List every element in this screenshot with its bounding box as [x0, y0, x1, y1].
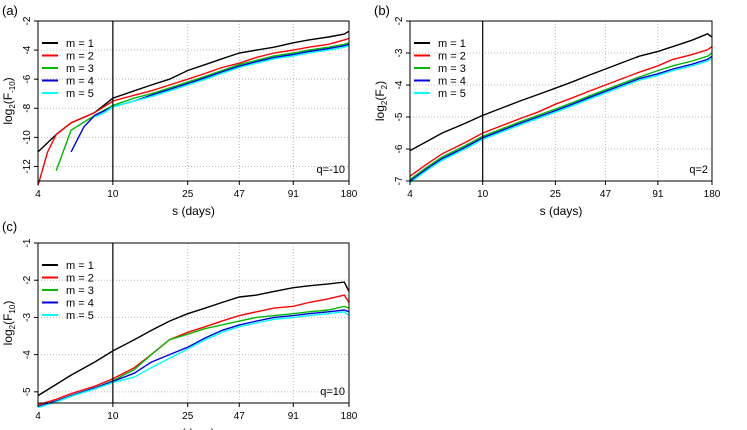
series-line-2: [37, 294, 350, 406]
x-tick-label: 25: [182, 411, 194, 422]
series-line-4: [409, 55, 713, 182]
y-tick-label: -7: [394, 176, 405, 185]
x-tick-label: 180: [341, 411, 358, 422]
x-axis-title: s (days): [172, 204, 215, 218]
y-tick-label: -3: [22, 313, 33, 322]
y-tick-label: -6: [22, 74, 33, 83]
series-line-5: [94, 45, 350, 118]
series-line-2: [37, 37, 350, 186]
x-tick-label: 47: [234, 411, 246, 422]
panel-label: (c): [2, 219, 17, 234]
x-tick-label: 4: [407, 189, 413, 200]
legend-label: m = 3: [66, 285, 94, 297]
legend-label: m = 4: [438, 76, 466, 88]
x-tick-label: 4: [35, 189, 41, 200]
y-axis-title: log2(F-10): [1, 77, 17, 124]
series-line-3: [55, 42, 350, 172]
series-line-1: [409, 33, 713, 152]
q-annotation: q=10: [320, 386, 345, 398]
x-tick-label: 47: [234, 189, 246, 200]
x-tick-label: 47: [600, 189, 612, 200]
panel-label: (a): [2, 3, 18, 18]
x-tick-label: 91: [288, 411, 300, 422]
x-tick-label: 10: [107, 189, 119, 200]
plot-frame: [37, 20, 350, 182]
legend-label: m = 5: [66, 310, 94, 322]
x-tick-label: 10: [107, 411, 119, 422]
plot-frame: [37, 242, 350, 404]
x-tick-label: 10: [477, 189, 489, 200]
legend-label: m = 5: [438, 88, 466, 100]
legend-label: m = 5: [66, 88, 94, 100]
y-tick-label: -2: [22, 275, 33, 284]
y-tick-label: -2: [22, 16, 33, 25]
plot-frame: [409, 20, 713, 182]
series-line-3: [409, 52, 713, 180]
y-tick-label: -1: [22, 238, 33, 247]
y-tick-label: -4: [394, 80, 405, 89]
y-tick-label: -5: [22, 387, 33, 396]
legend-label: m = 2: [66, 273, 94, 285]
series-line-5: [37, 311, 350, 409]
y-tick-label: -12: [22, 159, 33, 174]
legend-label: m = 3: [438, 63, 466, 75]
x-tick-label: 180: [341, 189, 358, 200]
x-axis-title: s (days): [540, 204, 583, 218]
series-line-1: [37, 281, 350, 397]
x-axis-title: s (days): [172, 426, 215, 430]
panel-2: (b) 4 10 25 47 91 180 -7 -6 -5 -4 -3 -2 s (days) log2(…: [373, 3, 721, 218]
panel-label: (b): [374, 3, 390, 18]
legend-label: m = 1: [66, 38, 94, 50]
x-tick-label: 91: [288, 189, 300, 200]
legend-label: m = 2: [438, 51, 466, 63]
y-tick-label: -5: [394, 112, 405, 121]
legend-label: m = 4: [66, 76, 94, 88]
panel-1: (a) 4 10 25 47 91 180 -12 -10 -8 -6 -4 -2 s (days) log…: [1, 3, 358, 218]
legend-label: m = 1: [66, 260, 94, 272]
x-tick-label: 25: [182, 189, 194, 200]
series-line-5: [409, 57, 713, 184]
y-tick-label: -4: [22, 350, 33, 359]
series-line-4: [37, 309, 350, 408]
x-tick-label: 4: [35, 411, 41, 422]
legend-label: m = 1: [438, 38, 466, 50]
legend-label: m = 3: [66, 63, 94, 75]
y-tick-label: -10: [22, 130, 33, 145]
q-annotation: q=2: [689, 164, 708, 176]
x-tick-label: 91: [652, 189, 664, 200]
y-axis-title: log2(F2): [373, 81, 389, 121]
y-axis-title: log2(F10): [1, 301, 17, 346]
y-tick-label: -6: [394, 144, 405, 153]
x-tick-label: 180: [704, 189, 721, 200]
legend-label: m = 4: [66, 298, 94, 310]
series-line-2: [409, 46, 713, 177]
y-tick-label: -8: [22, 103, 33, 112]
x-tick-label: 25: [550, 189, 562, 200]
q-annotation: q=-10: [317, 164, 345, 176]
legend-label: m = 2: [66, 51, 94, 63]
y-tick-label: -3: [394, 48, 405, 57]
panel-3: (c) 4 10 25 47 91 180 -5 -4 -3 -2 -1 s (days) log2(F1…: [1, 219, 358, 430]
y-tick-label: -4: [22, 45, 33, 54]
y-tick-label: -2: [394, 16, 405, 25]
